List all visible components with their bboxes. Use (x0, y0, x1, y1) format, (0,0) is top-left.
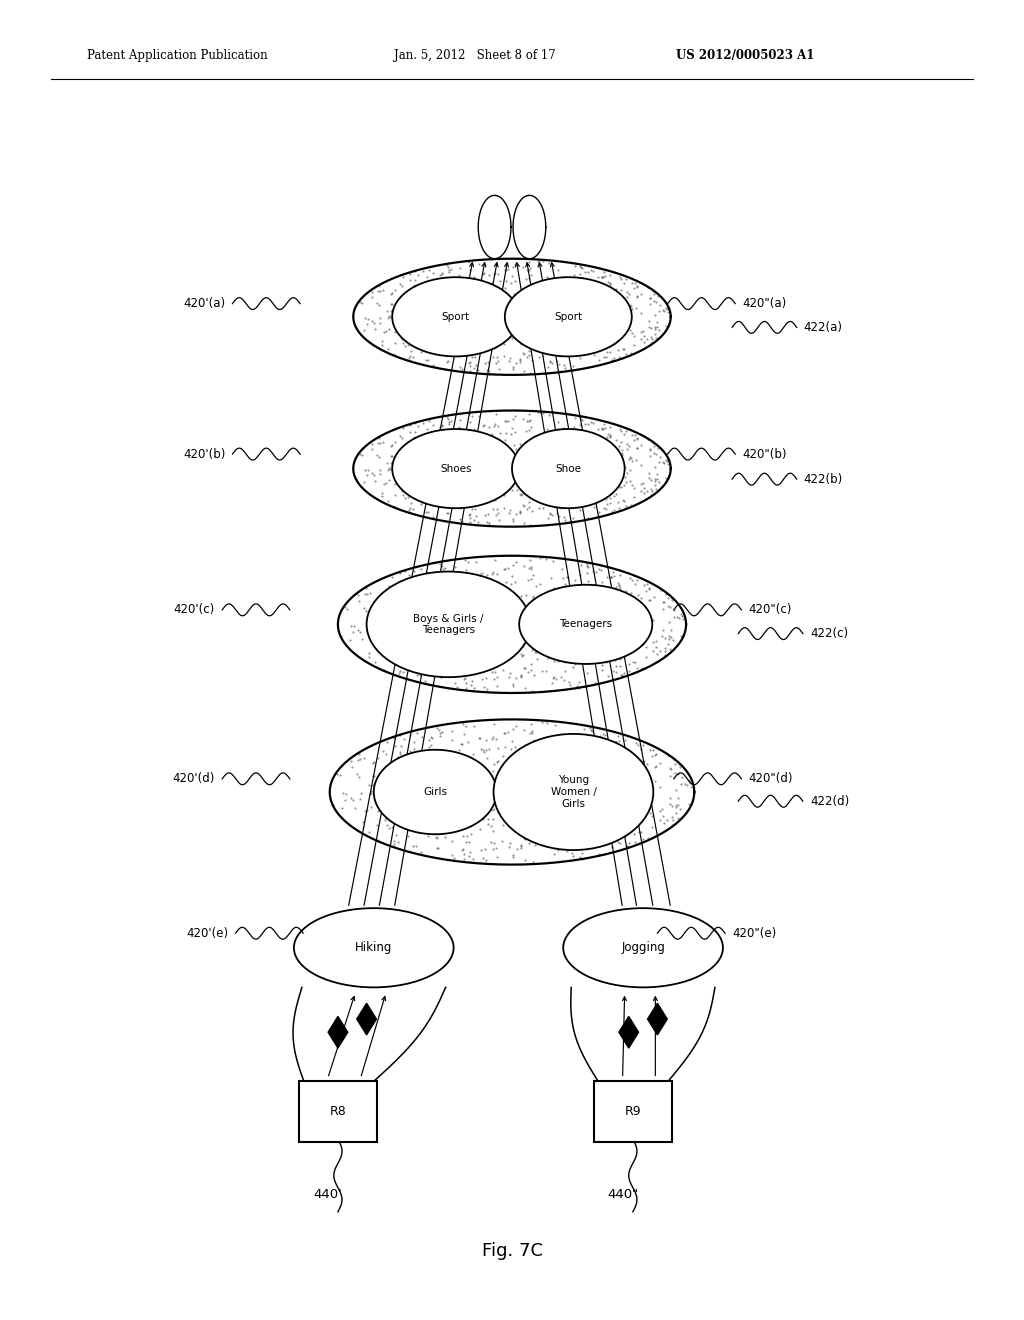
FancyBboxPatch shape (299, 1081, 377, 1142)
Text: 440': 440' (313, 1188, 342, 1201)
Text: 420'(e): 420'(e) (186, 927, 228, 940)
Text: Sport: Sport (554, 312, 583, 322)
Polygon shape (618, 1016, 639, 1048)
Text: Boys & Girls /
Teenagers: Boys & Girls / Teenagers (414, 614, 483, 635)
FancyBboxPatch shape (594, 1081, 672, 1142)
Ellipse shape (505, 277, 632, 356)
Ellipse shape (294, 908, 454, 987)
Ellipse shape (519, 585, 652, 664)
Text: Sport: Sport (441, 312, 470, 322)
Text: 420'(b): 420'(b) (183, 447, 225, 461)
Text: 440": 440" (607, 1188, 638, 1201)
Text: Hiking: Hiking (355, 941, 392, 954)
Text: 422(a): 422(a) (804, 321, 843, 334)
Text: 420"(c): 420"(c) (749, 603, 792, 616)
Text: 422(d): 422(d) (810, 795, 849, 808)
Text: Jan. 5, 2012   Sheet 8 of 17: Jan. 5, 2012 Sheet 8 of 17 (394, 49, 556, 62)
Ellipse shape (392, 277, 519, 356)
Text: Fig. 7C: Fig. 7C (481, 1242, 543, 1261)
Ellipse shape (563, 908, 723, 987)
Text: 422(b): 422(b) (804, 473, 843, 486)
Ellipse shape (392, 429, 519, 508)
Polygon shape (356, 1003, 377, 1035)
Polygon shape (328, 1016, 348, 1048)
Text: Shoe: Shoe (555, 463, 582, 474)
Text: Jogging: Jogging (622, 941, 665, 954)
Ellipse shape (512, 429, 625, 508)
Text: 420"(e): 420"(e) (732, 927, 776, 940)
Text: Girls: Girls (423, 787, 447, 797)
Text: 420'(d): 420'(d) (173, 772, 215, 785)
Ellipse shape (374, 750, 497, 834)
Text: Teenagers: Teenagers (559, 619, 612, 630)
Ellipse shape (494, 734, 653, 850)
Polygon shape (647, 1003, 668, 1035)
Text: Patent Application Publication: Patent Application Publication (87, 49, 267, 62)
Text: 420"(b): 420"(b) (742, 447, 786, 461)
Text: Young
Women /
Girls: Young Women / Girls (551, 775, 596, 809)
Ellipse shape (367, 572, 530, 677)
Text: 420'(a): 420'(a) (183, 297, 225, 310)
Text: R9: R9 (625, 1105, 641, 1118)
Text: US 2012/0005023 A1: US 2012/0005023 A1 (676, 49, 814, 62)
Text: 422(c): 422(c) (810, 627, 848, 640)
Text: R8: R8 (330, 1105, 346, 1118)
Text: 420"(a): 420"(a) (742, 297, 786, 310)
Text: 420"(d): 420"(d) (749, 772, 793, 785)
Text: 420'(c): 420'(c) (174, 603, 215, 616)
Text: Shoes: Shoes (440, 463, 471, 474)
